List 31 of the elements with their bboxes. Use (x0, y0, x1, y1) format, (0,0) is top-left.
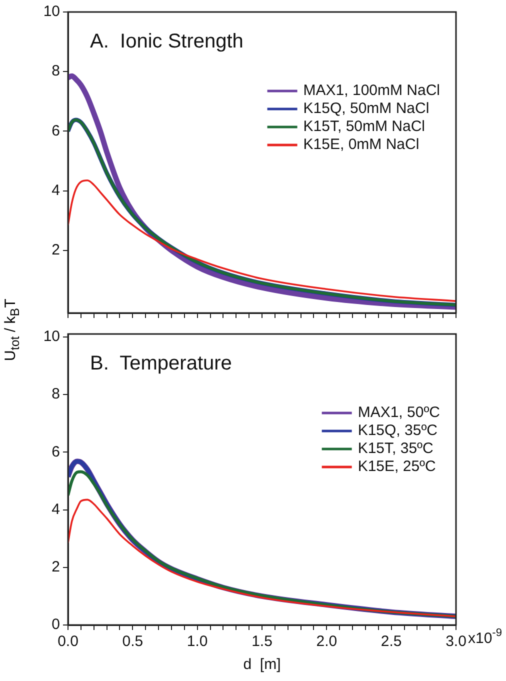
legend-label: K15T, 50mM NaCl (303, 118, 426, 136)
legend-label: MAX1, 50ºC (358, 404, 440, 422)
text: A. Ionic Strength (90, 30, 244, 53)
y-tick-label: 8 (52, 62, 60, 80)
y-tick-label: 2 (52, 242, 60, 259)
y-tick-label: 0 (52, 616, 60, 634)
x-tick-label: 0.5 (122, 633, 144, 650)
legend-label: K15T, 35ºC (358, 440, 434, 458)
line-series (68, 498, 456, 618)
legend-label: K15Q, 35ºC (358, 422, 438, 440)
y-tick-label: 6 (52, 122, 60, 140)
y-tick-label: 2 (52, 558, 60, 576)
x-tick-label: 3.0 (446, 633, 466, 650)
legend-label: MAX1, 100mM NaCl (303, 82, 440, 100)
x-axis-title: d [m] (243, 656, 281, 674)
line-series (68, 179, 456, 302)
x-tick-label: 2.0 (316, 633, 338, 650)
y-tick-label: 10 (43, 328, 60, 346)
x-tick-label: 1.5 (252, 633, 272, 650)
x-tick-label: 0.0 (58, 633, 78, 650)
x-tick-label: 2.5 (380, 633, 402, 650)
legend-label: K15E, 0mM NaCl (303, 136, 420, 154)
x-tick-label: 1.0 (186, 633, 208, 650)
y-tick-label: 6 (52, 443, 60, 460)
y-tick-label: 8 (52, 386, 60, 403)
legend-label: K15Q, 50mM NaCl (303, 100, 430, 118)
text: B. Temperature (90, 352, 232, 375)
y-tick-label: 4 (52, 182, 60, 199)
y-tick-label: 10 (43, 3, 60, 20)
legend-label: K15E, 25ºC (358, 458, 436, 476)
y-tick-label: 4 (52, 500, 60, 518)
